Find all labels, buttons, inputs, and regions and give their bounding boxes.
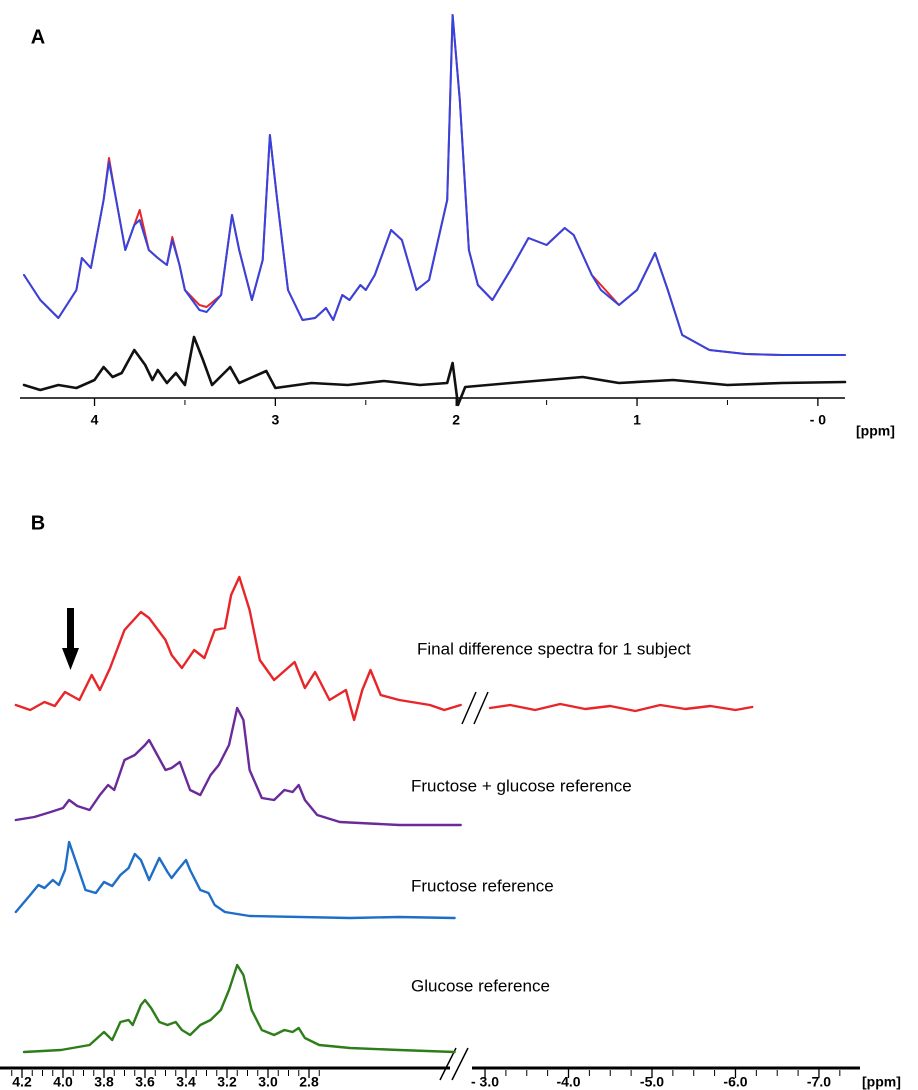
arrow [67,608,74,650]
series-label: Fructose + glucose reference [411,776,632,795]
spectrum-line [14,575,754,722]
x-tick-label: 3.8 [94,1074,114,1090]
panel-label: B [31,512,45,534]
spectrum-line [23,14,846,356]
x-tick-label: 2.8 [299,1074,319,1090]
axis-break [461,691,477,725]
x-tick-label: 3.4 [176,1074,196,1090]
x-tick-label: 4 [91,412,99,428]
axis-break [473,691,489,725]
spectrum-line [14,706,462,827]
x-tick-label: - 3.0 [471,1074,499,1090]
x-tick-label: -7.0 [807,1074,831,1090]
spectrum-line [23,14,846,356]
x-tick-label: 4.2 [12,1074,32,1090]
x-axis-label: [ppm] [862,1074,901,1090]
x-tick-label: 3 [271,412,279,428]
spectrum-line [22,335,847,407]
x-tick-label: 3.2 [217,1074,237,1090]
arrow [62,648,79,670]
x-tick-label: 3.6 [135,1074,155,1090]
spectrum-line [14,840,456,920]
series-label: Glucose reference [411,976,550,995]
x-tick-label: -4.0 [556,1074,580,1090]
axis-break [451,1047,469,1081]
x-tick-label: - 0 [810,412,827,428]
x-tick-label: 1 [633,412,641,428]
x-tick-label: 4.0 [53,1074,73,1090]
axis-break [439,1047,457,1081]
series-label: Fructose reference [411,876,554,895]
panel-label: A [31,26,45,48]
x-tick-label: -6.0 [723,1074,747,1090]
x-axis-label: [ppm] [856,423,895,439]
series-label: Final difference spectra for 1 subject [417,639,691,658]
x-tick-label: 3.0 [258,1074,278,1090]
x-tick-label: 2 [452,412,460,428]
x-tick-label: -5.0 [640,1074,664,1090]
spectrum-line [22,963,456,1054]
